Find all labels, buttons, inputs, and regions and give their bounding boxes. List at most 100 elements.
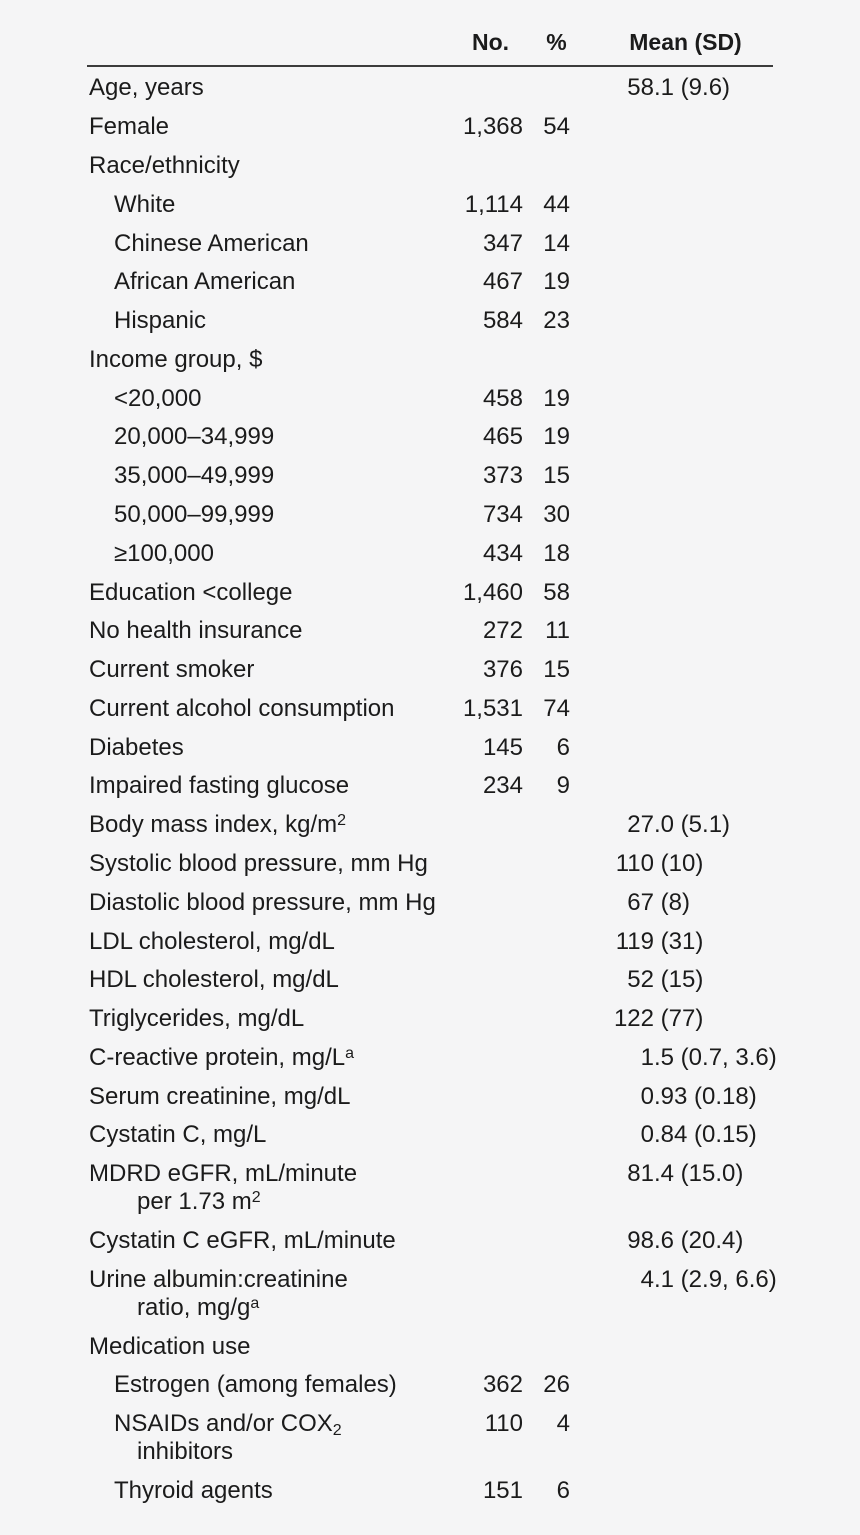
no-cell: 110	[484, 1410, 523, 1438]
no-cell: 373	[482, 462, 523, 490]
percent-cell: 15	[543, 462, 570, 490]
no-cell	[440, 152, 523, 180]
table-row: Education <college 1,460 58	[87, 573, 773, 612]
mean-cell-rest	[654, 1477, 773, 1505]
row-label: White	[114, 190, 176, 218]
mean-cell-int: 110	[615, 850, 654, 878]
mean-cell-rest	[654, 268, 773, 296]
percent-cell	[523, 346, 570, 374]
mean-cell-rest	[654, 230, 773, 258]
table-row: 50,000–99,999 734 30	[87, 496, 773, 535]
no-cell: 734	[482, 500, 523, 528]
table-row: Triglycerides, mg/dL 122 (77)	[87, 1000, 773, 1039]
row-label: HDL cholesterol, mg/dL	[89, 966, 339, 994]
table-row: No health insurance 272 11	[87, 612, 773, 651]
column-header-mean-sd: Mean (SD)	[629, 29, 742, 55]
table-row: Race/ethnicity	[87, 147, 773, 186]
mean-cell-rest	[654, 113, 773, 141]
table-row: Medication use	[87, 1327, 773, 1366]
percent-cell	[523, 152, 570, 180]
mean-cell-int	[570, 1371, 654, 1399]
mean-cell-rest	[654, 1410, 773, 1466]
row-label: MDRD eGFR, mL/minute per 1.73 m2	[89, 1160, 358, 1216]
row-label: Current smoker	[89, 656, 255, 684]
characteristics-table: No. % Mean (SD) Age, years 58 .1 (9.6) F…	[87, 28, 777, 1510]
mean-cell-int	[570, 656, 654, 684]
mean-cell-rest	[654, 385, 773, 413]
mean-cell-int	[570, 230, 654, 258]
no-cell	[440, 889, 523, 917]
no-cell	[440, 966, 523, 994]
mean-cell-int: 52	[627, 966, 654, 994]
no-cell: 434	[482, 539, 523, 567]
table-row: NSAIDs and/or COX2 inhibitors 110 4	[87, 1405, 773, 1472]
row-label: Serum creatinine, mg/dL	[89, 1082, 351, 1110]
percent-cell: 9	[556, 772, 570, 800]
table-row: Impaired fasting glucose 234 9	[87, 767, 773, 806]
row-label: Female	[89, 113, 170, 141]
row-label: 50,000–99,999	[114, 500, 275, 528]
percent-cell: 23	[543, 307, 570, 335]
row-label: Current alcohol consumption	[89, 694, 395, 722]
row-label: African American	[114, 268, 296, 296]
table-body: Age, years 58 .1 (9.6) Female 1,368 54 R…	[87, 67, 777, 1510]
no-cell: 465	[482, 423, 523, 451]
mean-cell-int	[570, 423, 654, 451]
percent-cell	[523, 889, 570, 917]
no-cell: 376	[482, 656, 523, 684]
row-label: C-reactive protein, mg/La	[89, 1043, 355, 1071]
table-row: Cystatin C, mg/L 0 .84 (0.15)	[87, 1116, 773, 1155]
percent-cell: 6	[556, 1476, 570, 1504]
percent-cell	[523, 1160, 570, 1216]
no-cell	[440, 1160, 523, 1216]
percent-cell	[523, 74, 570, 102]
mean-cell-rest	[654, 346, 773, 374]
mean-cell-int: 122	[613, 1005, 654, 1033]
no-cell	[440, 928, 523, 956]
no-cell	[440, 346, 523, 374]
mean-cell-int	[570, 268, 654, 296]
percent-cell: 19	[543, 268, 570, 296]
mean-cell-rest	[654, 191, 773, 219]
no-cell: 151	[482, 1476, 523, 1504]
percent-cell	[523, 1333, 570, 1361]
no-cell: 458	[482, 384, 523, 412]
table-row: Current alcohol consumption 1,531 74	[87, 690, 773, 729]
mean-cell-rest	[654, 307, 773, 335]
percent-cell	[523, 928, 570, 956]
no-cell	[440, 1227, 523, 1255]
row-label: Triglycerides, mg/dL	[89, 1005, 305, 1033]
mean-cell-rest	[654, 579, 773, 607]
mean-cell-int	[570, 113, 654, 141]
mean-cell-rest	[654, 772, 773, 800]
no-cell	[440, 1266, 523, 1322]
percent-cell	[523, 1044, 570, 1072]
mean-cell-int: 4	[640, 1265, 654, 1293]
percent-cell: 58	[543, 578, 570, 606]
table-row: ≥100,000 434 18	[87, 534, 773, 573]
table-row: Diabetes 145 6	[87, 728, 773, 767]
mean-cell-rest	[654, 734, 773, 762]
mean-cell-rest: (8)	[654, 888, 690, 916]
table-header: No. % Mean (SD)	[87, 28, 773, 67]
percent-cell: 19	[543, 423, 570, 451]
mean-cell-rest: .6 (20.4)	[654, 1227, 744, 1255]
table-row: 35,000–49,999 373 15	[87, 457, 773, 496]
no-cell: 347	[482, 229, 523, 257]
no-cell	[440, 1121, 523, 1149]
no-cell	[440, 1005, 523, 1033]
column-header-percent: %	[546, 29, 567, 55]
mean-cell-rest: (15)	[654, 966, 704, 994]
mean-cell-rest	[654, 152, 773, 180]
table-row: Current smoker 376 15	[87, 651, 773, 690]
column-header-no: No.	[471, 29, 510, 55]
no-cell	[440, 811, 523, 839]
row-label: NSAIDs and/or COX2 inhibitors	[114, 1410, 342, 1466]
percent-cell: 19	[543, 384, 570, 412]
row-label: No health insurance	[89, 617, 303, 645]
no-cell	[440, 1044, 523, 1072]
percent-cell: 54	[543, 113, 570, 141]
mean-cell-int	[570, 695, 654, 723]
row-label: Hispanic	[114, 307, 207, 335]
mean-cell-int	[570, 772, 654, 800]
